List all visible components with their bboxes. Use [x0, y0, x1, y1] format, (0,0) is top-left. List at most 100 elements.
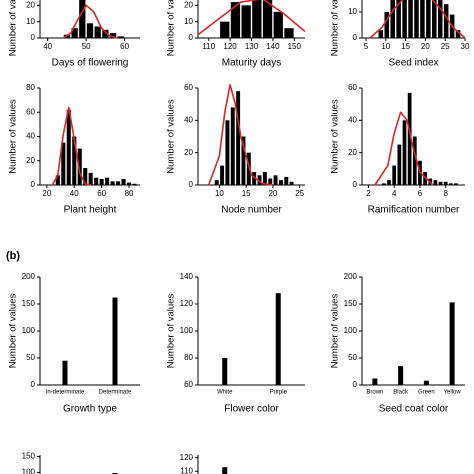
y-tick-label: 20: [26, 156, 35, 165]
bar: [390, 0, 395, 38]
bar: [398, 366, 404, 385]
x-tick-label: 80: [125, 189, 134, 198]
y-tick-label: 200: [22, 272, 36, 281]
bar: [432, 0, 437, 39]
y-tick-label: 40: [26, 132, 35, 141]
y-tick-label: 80: [26, 83, 35, 92]
bar: [257, 175, 262, 185]
bar: [423, 172, 427, 185]
bar: [230, 2, 241, 39]
bar: [262, 0, 273, 39]
x-tick-label: 5: [364, 42, 369, 51]
bar: [241, 5, 251, 39]
bar: [437, 0, 443, 38]
y-tick-label: 10: [184, 17, 193, 26]
bar: [396, 0, 401, 39]
x-axis-label: Ramification number: [368, 205, 460, 216]
y-tick-label: 20: [184, 0, 193, 9]
bar: [62, 360, 68, 385]
x-axis-label: Node number: [221, 205, 282, 216]
y-tick-label: 0: [31, 180, 36, 189]
bar: [241, 136, 246, 185]
bar: [407, 92, 412, 185]
x-tick-label: 25: [441, 42, 450, 51]
bar: [55, 175, 60, 185]
y-tick-label: 50: [348, 353, 357, 362]
y-tick-label: 140: [180, 272, 194, 281]
y-tick-label: 100: [22, 326, 36, 335]
x-tick-label: 40: [70, 189, 79, 198]
bar: [117, 36, 124, 38]
bar: [252, 0, 262, 39]
y-tick-label: 120: [180, 299, 194, 308]
x-tick-label: Black: [393, 390, 409, 396]
x-tick-label: 140: [266, 42, 280, 51]
bar: [230, 107, 235, 185]
bar: [378, 30, 384, 38]
bar: [408, 0, 413, 38]
x-tick-label: 6: [418, 189, 423, 198]
bar: [61, 142, 66, 185]
bar: [88, 172, 93, 185]
bar: [420, 0, 425, 39]
x-tick-label: Green: [418, 390, 435, 396]
bar: [449, 302, 455, 385]
fit-curve: [369, 0, 466, 39]
bar: [275, 293, 281, 385]
x-tick-label: 2: [366, 189, 371, 198]
panel-label: (b): [6, 250, 20, 262]
bar: [387, 180, 391, 185]
y-tick-label: 60: [348, 83, 357, 92]
x-axis-label: Maturity days: [222, 58, 281, 69]
bar: [273, 175, 278, 185]
y-axis-label: Number of values: [166, 99, 177, 174]
bar: [262, 172, 267, 185]
bar: [220, 21, 230, 38]
y-axis-label: Number of values: [330, 294, 341, 369]
bar: [220, 165, 225, 185]
bar: [246, 152, 251, 185]
y-tick-label: 0: [353, 380, 358, 389]
bar: [121, 178, 126, 185]
bar: [438, 181, 443, 185]
bar: [102, 29, 109, 38]
fit-curve: [51, 106, 91, 186]
bar: [448, 183, 453, 185]
x-tick-label: 8: [443, 189, 448, 198]
bar: [289, 181, 294, 185]
bar: [455, 30, 461, 38]
x-tick-label: 110: [202, 42, 215, 51]
bar: [99, 178, 104, 185]
y-tick-label: 0: [31, 33, 36, 42]
bar: [392, 165, 397, 185]
x-tick-label: 20: [421, 42, 430, 51]
bar: [66, 109, 71, 185]
y-tick-label: 150: [344, 299, 358, 308]
bar: [397, 144, 402, 185]
x-tick-label: 25: [295, 189, 304, 198]
x-tick-label: 120: [223, 42, 237, 51]
x-tick-label: 15: [242, 189, 251, 198]
bar: [382, 183, 386, 185]
y-axis-label: Number of values: [330, 99, 341, 174]
x-axis-label: Growth type: [63, 404, 117, 415]
bar: [79, 0, 86, 38]
bar: [402, 0, 407, 39]
x-tick-label: 20: [268, 189, 277, 198]
x-tick-label: Purple: [270, 390, 288, 396]
bar: [71, 28, 78, 38]
x-tick-label: Determinate: [99, 390, 132, 396]
bar: [284, 176, 289, 185]
bar: [105, 177, 110, 185]
x-axis-label: Plant height: [64, 205, 117, 216]
bar: [214, 180, 219, 185]
fit-curve: [197, 0, 306, 36]
bar: [454, 183, 458, 185]
bar: [402, 120, 407, 185]
y-tick-label: 200: [344, 272, 358, 281]
bar: [72, 136, 77, 185]
y-tick-label: 150: [22, 299, 36, 308]
y-tick-label: 0: [31, 380, 36, 389]
bar: [94, 177, 99, 185]
